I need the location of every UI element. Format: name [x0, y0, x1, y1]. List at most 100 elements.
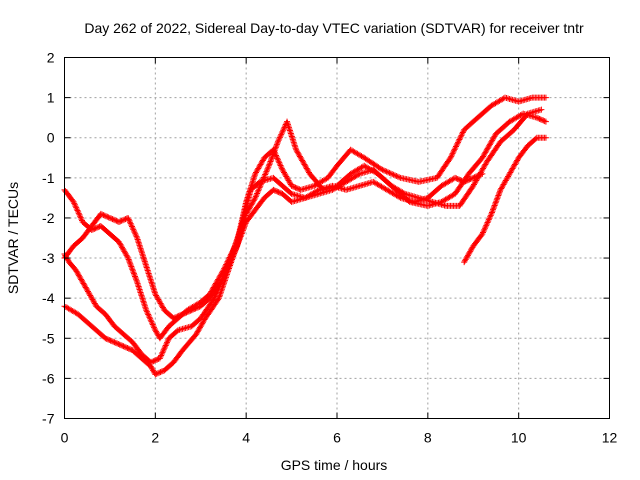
data-point [105, 214, 112, 221]
data-point [77, 214, 84, 221]
data-point [378, 165, 385, 172]
data-point [270, 151, 277, 158]
data-point [133, 277, 140, 284]
data-point [276, 161, 283, 168]
data-point [128, 264, 135, 271]
x-axis-label: GPS time / hours [281, 457, 388, 473]
data-point [260, 175, 267, 182]
x-tick-label: 6 [333, 430, 341, 446]
data-point [266, 159, 273, 166]
data-point [450, 147, 457, 154]
data-point [195, 304, 202, 311]
data-point [92, 225, 99, 232]
data-point [109, 216, 116, 223]
data-point [151, 357, 158, 364]
data-point [251, 196, 258, 203]
data-point [129, 267, 136, 274]
data-point [273, 142, 280, 149]
data-point [174, 313, 181, 320]
data-point [268, 157, 275, 164]
data-point [265, 164, 272, 171]
data-point [385, 169, 392, 176]
data-point [271, 148, 278, 155]
data-point [157, 369, 164, 376]
data-point [78, 216, 85, 223]
data-point [147, 315, 154, 322]
data-point [449, 150, 456, 157]
data-point [273, 188, 280, 195]
data-point [71, 201, 78, 208]
data-point [126, 257, 133, 264]
series-track-3 [61, 170, 486, 378]
data-point [215, 295, 222, 302]
data-point [542, 134, 549, 141]
data-point [125, 255, 132, 262]
chart-title: Day 262 of 2022, Sidereal Day-to-day VTE… [84, 20, 584, 36]
data-point [287, 189, 294, 196]
data-point [537, 116, 544, 123]
data-point [220, 275, 227, 282]
data-point [292, 184, 299, 191]
data-point [457, 135, 464, 142]
data-point [468, 175, 475, 182]
data-point [175, 312, 182, 319]
data-point [252, 194, 259, 201]
y-tick-label: 2 [47, 50, 55, 66]
data-point [119, 217, 126, 224]
data-point [188, 307, 195, 314]
data-point [156, 355, 163, 362]
data-point [463, 177, 470, 184]
data-point [72, 203, 79, 210]
x-tick-label: 10 [511, 430, 527, 446]
data-point [132, 230, 139, 237]
data-point [216, 293, 223, 300]
data-point [116, 341, 123, 348]
data-point [254, 189, 261, 196]
data-point [289, 183, 296, 190]
data-point [118, 217, 125, 224]
y-tick-label: -4 [42, 290, 55, 306]
data-point [162, 343, 169, 350]
data-point [533, 114, 540, 121]
data-point [481, 225, 488, 232]
data-point [447, 154, 454, 161]
data-point [265, 162, 272, 169]
data-point [128, 222, 135, 229]
data-point [273, 141, 280, 148]
x-tick-label: 4 [242, 430, 250, 446]
data-point [454, 140, 461, 147]
data-point [314, 187, 321, 194]
x-tick-label: 0 [61, 430, 69, 446]
data-point [133, 233, 140, 240]
data-point [128, 223, 135, 230]
data-point [158, 352, 165, 359]
data-point [483, 222, 490, 229]
data-point [451, 146, 458, 153]
data-point [103, 335, 110, 342]
series-track-5 [461, 134, 549, 266]
data-point [484, 219, 491, 226]
data-point [219, 284, 226, 291]
data-point [391, 172, 398, 179]
data-point [255, 187, 262, 194]
data-point [479, 230, 486, 237]
data-point [486, 215, 493, 222]
data-point [452, 174, 459, 181]
data-point [457, 177, 464, 184]
data-point [108, 215, 115, 222]
data-point [173, 328, 180, 335]
data-point [75, 210, 82, 217]
data-point [393, 172, 400, 179]
data-point [114, 340, 121, 347]
data-point [132, 273, 139, 280]
data-point [111, 339, 118, 346]
data-point [157, 353, 164, 360]
data-point [256, 184, 263, 191]
data-point [218, 286, 225, 293]
data-point [143, 308, 150, 315]
data-point [154, 370, 161, 377]
data-point [192, 305, 199, 312]
data-point [383, 168, 390, 175]
data-point [131, 272, 138, 279]
data-point [271, 187, 278, 194]
